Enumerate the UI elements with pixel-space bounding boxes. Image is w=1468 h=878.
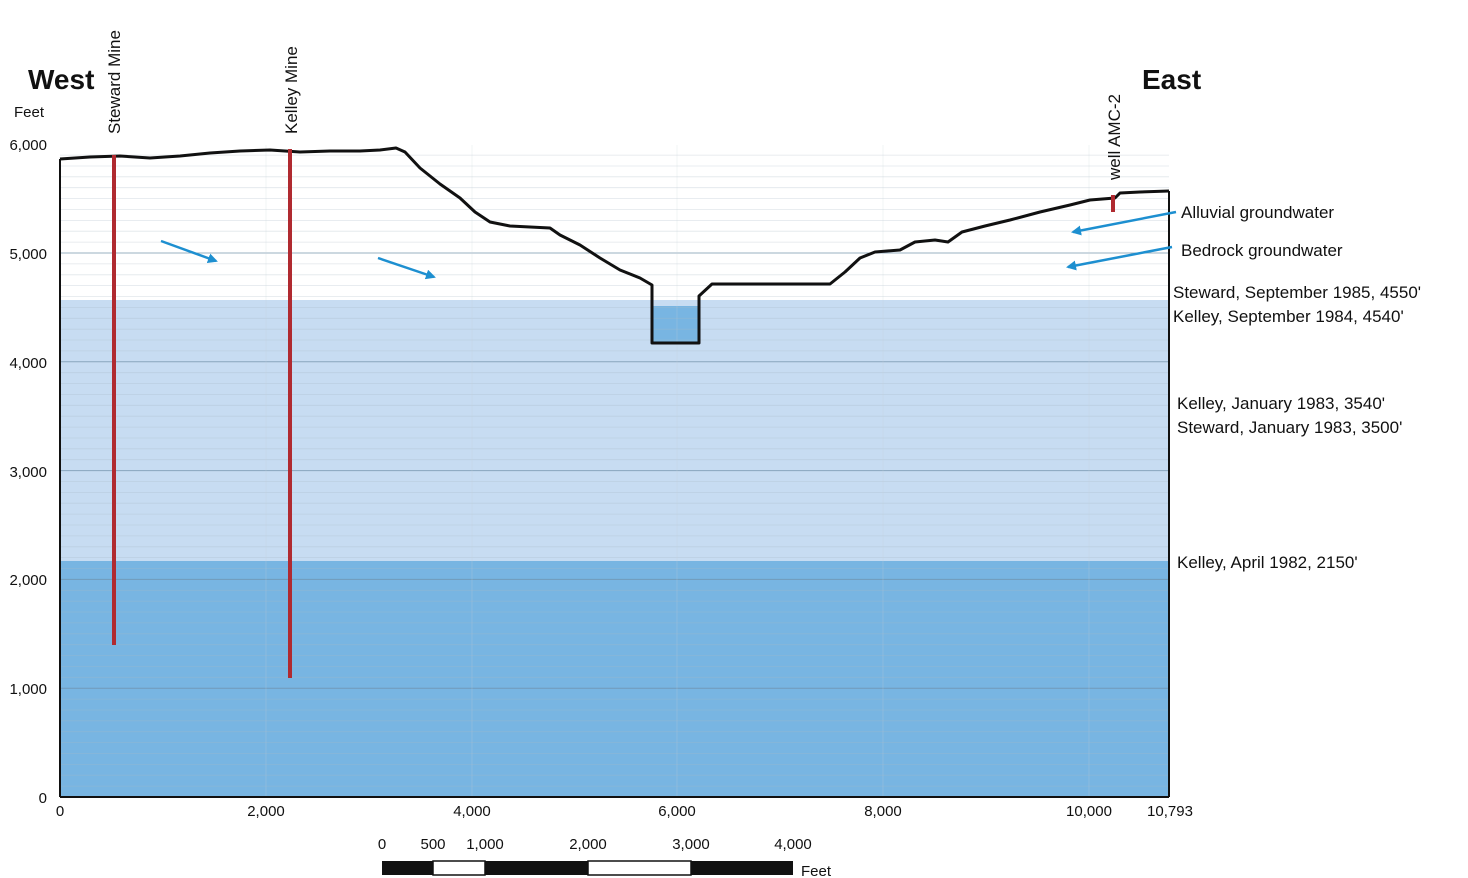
y-tick-label: 2,000 [9,572,47,589]
scale-bar-segment [485,861,588,875]
alluvial-groundwater-label: Alluvial groundwater [1181,203,1334,222]
scale-bar-tick: 4,000 [774,836,812,853]
y-tick-label: 6,000 [9,137,47,154]
y-tick-label: 0 [39,790,47,807]
x-tick-label: 2,000 [247,803,285,820]
water-level-label-1: Steward, September 1985, 4550' [1173,283,1421,302]
water-level-label-3: Kelley, January 1983, 3540' [1177,394,1385,413]
upper-saturated-zone [60,300,1169,561]
kelley-mine-label: Kelley Mine [282,46,301,134]
scale-bar-segment [432,860,486,876]
scale-bar-tick: 2,000 [569,836,607,853]
west-label: West [28,64,95,95]
x-tick-label: 0 [56,803,64,820]
x-tick-label: 10,000 [1066,803,1112,820]
y-tick-label: 4,000 [9,355,47,372]
grid-lines [60,145,1169,798]
scale-bar-tick: 1,000 [466,836,504,853]
scale-bar-segment [587,860,692,876]
scale-bar-segment [382,861,433,875]
water-level-label-2: Kelley, September 1984, 4540' [1173,307,1404,326]
bedrock-groundwater-label: Bedrock groundwater [1181,241,1343,260]
lower-saturated-zone [60,561,1169,797]
scale-bar-unit: Feet [801,863,832,878]
water-level-label-5: Kelley, April 1982, 2150' [1177,553,1358,572]
flow-arrow-west-1 [160,239,218,263]
x-tick-label: 8,000 [864,803,902,820]
well-amc2-label: well AMC-2 [1105,94,1124,181]
alluvial-arrow [1071,210,1177,236]
scale-bar-tick: 3,000 [672,836,710,853]
scale-bar: 0 500 1,000 2,000 3,000 4,000 Feet [378,836,832,878]
scale-bar-tick: 0 [378,836,386,853]
x-tick-label: 4,000 [453,803,491,820]
scale-bar-segment [691,861,793,875]
bedrock-arrow [1066,245,1173,271]
y-tick-label: 3,000 [9,464,47,481]
steward-mine-label: Steward Mine [105,30,124,134]
scale-bar-tick: 500 [420,836,445,853]
east-label: East [1142,64,1202,95]
ground-surface-profile [59,146,1170,345]
y-tick-label: 1,000 [9,681,47,698]
x-tick-label: 6,000 [658,803,696,820]
x-tick-label: 10,793 [1147,803,1193,820]
y-axis-unit: Feet [14,104,45,121]
water-level-label-4: Steward, January 1983, 3500' [1177,418,1402,437]
flow-arrow-west-2 [377,256,436,280]
pit-lake-water [652,306,699,343]
y-tick-label: 5,000 [9,246,47,263]
